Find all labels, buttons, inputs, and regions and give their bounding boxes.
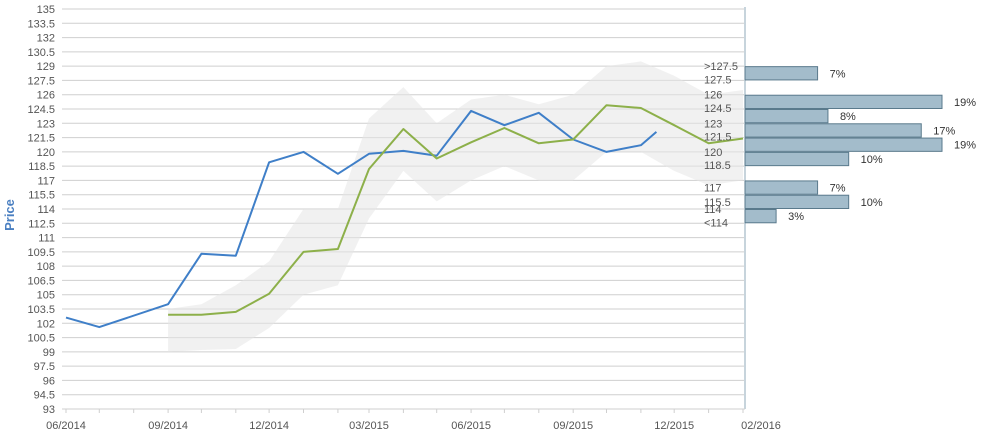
distribution-percent: 19% — [954, 140, 976, 152]
y-tick-label: 121.5 — [27, 133, 55, 145]
y-tick-label: 132 — [37, 33, 55, 45]
y-tick-label: 96 — [43, 375, 55, 387]
distribution-range-label: 121.5 — [704, 132, 732, 144]
y-tick-label: 100.5 — [27, 333, 55, 345]
y-tick-label: 93 — [43, 404, 55, 416]
distribution-percent: 10% — [861, 197, 883, 209]
x-tick-label: 02/2016 — [741, 420, 781, 432]
y-tick-label: 123 — [37, 118, 55, 130]
x-tick-label: 12/2014 — [249, 420, 289, 432]
distribution-percent: 7% — [830, 183, 846, 195]
distribution-range-label: <114 — [704, 217, 728, 229]
distribution-range-label: 115.5 — [704, 197, 731, 209]
y-tick-label: 109.5 — [27, 247, 55, 259]
distribution-bar — [744, 109, 829, 124]
distribution-bar — [744, 137, 943, 152]
y-tick-label: 135 — [37, 4, 55, 16]
series-line-1 — [65, 109, 658, 329]
x-tick-label: 09/2015 — [553, 420, 593, 432]
distribution-percent: 10% — [861, 154, 883, 166]
y-axis-label: Price — [2, 199, 17, 231]
y-tick-label: 105 — [37, 290, 55, 302]
y-tick-label: 120 — [37, 147, 55, 159]
series-lines — [65, 104, 744, 329]
series-line-2 — [168, 104, 744, 316]
y-tick-label: 124.5 — [27, 104, 55, 116]
y-tick-label: 133.5 — [27, 18, 55, 30]
distribution-range-label: 124.5 — [704, 103, 732, 115]
y-tick-label: 117 — [37, 175, 55, 187]
y-tick-label: 129 — [37, 61, 55, 73]
distribution-range-label: 117 — [704, 183, 722, 195]
y-tick-label: 114 — [37, 204, 55, 216]
distribution-percent: 8% — [840, 111, 856, 123]
distribution-bar — [744, 180, 819, 195]
y-tick-label: 97.5 — [34, 361, 55, 373]
y-tick-label: 127.5 — [27, 75, 55, 87]
distribution-range-label: 123 — [704, 118, 722, 130]
y-tick-label: 126 — [37, 90, 55, 102]
x-tick-label: 12/2015 — [654, 420, 694, 432]
x-tick-label: 03/2015 — [349, 420, 389, 432]
distribution-percent: 17% — [933, 125, 955, 137]
distribution-percent: 3% — [788, 211, 804, 223]
distribution-range-label: 126 — [704, 90, 722, 102]
x-tick-label: 06/2014 — [46, 420, 86, 432]
distribution-bar — [744, 151, 850, 167]
axes: 93 94.5 96 97.5 99 100.5 102 103.5 105 106.5 108 10… — [27, 4, 780, 432]
distribution-percent: 7% — [830, 68, 846, 80]
distribution-range-label: 118.5 — [704, 160, 731, 172]
distribution-range-label: >127.5 — [704, 61, 738, 73]
y-tick-label: 112.5 — [28, 218, 55, 230]
y-tick-label: 106.5 — [27, 275, 55, 287]
y-tick-label: 99 — [43, 347, 55, 359]
x-tick-label: 06/2015 — [451, 420, 491, 432]
range-band — [168, 61, 744, 352]
distribution-range-label: 114 — [704, 204, 722, 216]
y-tick-label: 108 — [37, 261, 55, 273]
y-tick-label: 102 — [37, 318, 55, 330]
distribution-bar — [744, 94, 943, 110]
distribution-bar — [744, 209, 777, 224]
y-tick-label: 111 — [38, 233, 55, 245]
distribution-percent: 19% — [954, 97, 976, 109]
range-band-area — [168, 61, 744, 352]
x-tick-label: 09/2014 — [148, 420, 188, 432]
distribution-range-label: 120 — [704, 147, 722, 159]
distribution-range-label: 127.5 — [704, 74, 732, 86]
y-tick-label: 130.5 — [27, 47, 55, 59]
y-tick-label: 115.5 — [28, 190, 55, 202]
y-tick-label: 94.5 — [34, 390, 55, 402]
distribution-bar — [744, 66, 819, 81]
distribution-bar — [744, 194, 850, 209]
y-tick-label: 103.5 — [27, 304, 55, 316]
y-tick-label: 118.5 — [28, 161, 55, 173]
distribution-bar — [744, 123, 922, 138]
